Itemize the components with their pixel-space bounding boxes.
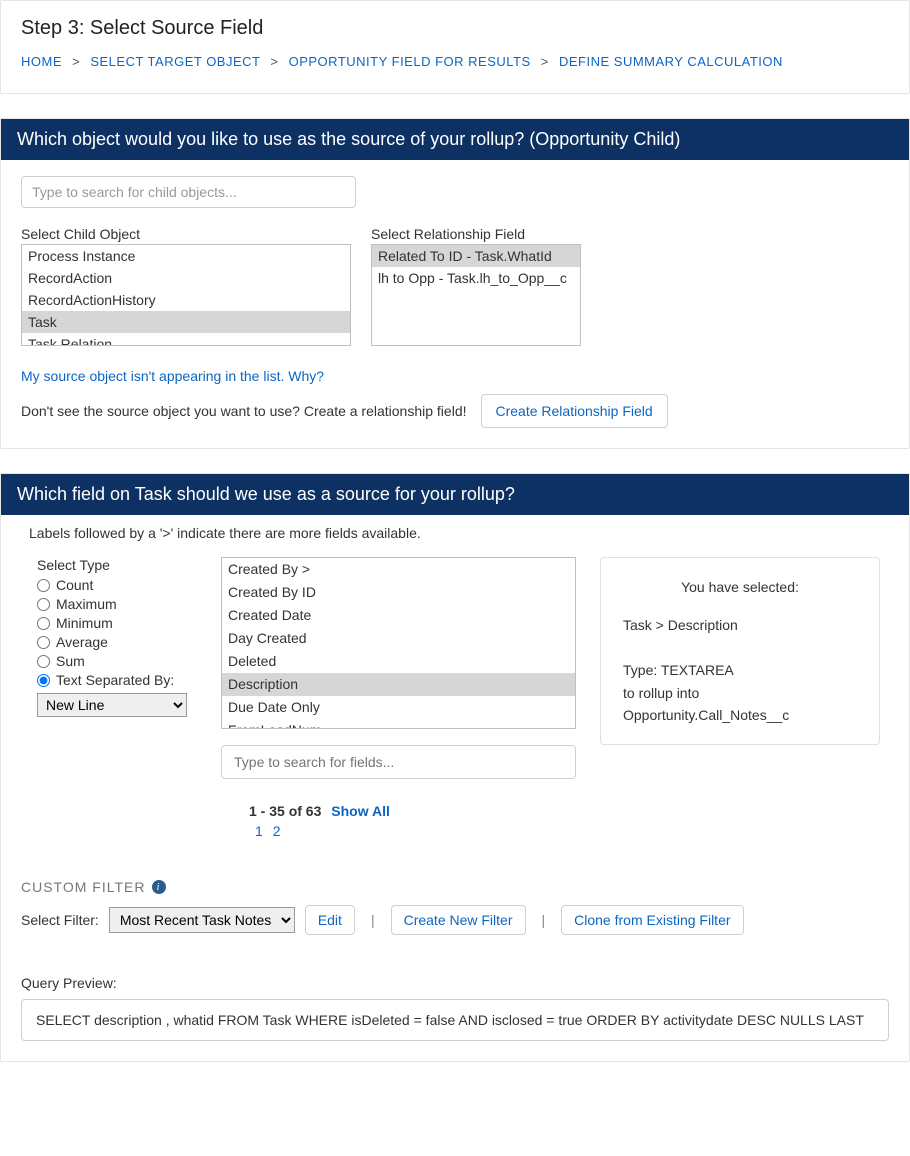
relationship-field-label: Select Relationship Field: [371, 226, 581, 242]
field-item[interactable]: Day Created: [222, 627, 575, 650]
breadcrumb-sep: >: [541, 54, 549, 69]
selection-summary-rollup: to rollup into: [623, 682, 857, 704]
selection-summary-box: You have selected: Task > Description Ty…: [600, 557, 880, 745]
type-max-row[interactable]: Maximum: [37, 596, 197, 612]
field-item[interactable]: Deleted: [222, 650, 575, 673]
text-separator-select[interactable]: New Line: [37, 693, 187, 717]
source-field-card: Which field on Task should we use as a s…: [0, 473, 910, 1062]
field-item[interactable]: FromLeadNum: [222, 719, 575, 729]
child-object-item[interactable]: RecordActionHistory: [22, 289, 350, 311]
child-object-item[interactable]: Process Instance: [22, 245, 350, 267]
type-count-label: Count: [56, 577, 93, 593]
section-bar-source-field: Which field on Task should we use as a s…: [1, 474, 909, 515]
selection-summary-type: Type: TEXTAREA: [623, 659, 857, 681]
filter-row: Select Filter: Most Recent Task Notes Ed…: [21, 905, 909, 935]
field-item[interactable]: Created By ID: [222, 581, 575, 604]
pager-showall-link[interactable]: Show All: [331, 803, 390, 819]
create-filter-button[interactable]: Create New Filter: [391, 905, 526, 935]
type-count-row[interactable]: Count: [37, 577, 197, 593]
why-not-appearing-link[interactable]: My source object isn't appearing in the …: [21, 368, 324, 384]
field-item[interactable]: Due Date Only: [222, 696, 575, 719]
select-filter-label: Select Filter:: [21, 912, 99, 928]
relationship-field-listbox[interactable]: Related To ID - Task.WhatId lh to Opp - …: [371, 244, 581, 346]
child-object-listbox[interactable]: Process Instance RecordAction RecordActi…: [21, 244, 351, 346]
info-icon[interactable]: i: [152, 880, 166, 894]
breadcrumb-target[interactable]: SELECT TARGET OBJECT: [90, 54, 260, 69]
field-item[interactable]: Created By >: [222, 558, 575, 581]
type-text-row[interactable]: Text Separated By:: [37, 672, 197, 688]
query-preview-box: SELECT description , whatid FROM Task WH…: [21, 999, 889, 1041]
type-max-label: Maximum: [56, 596, 117, 612]
selection-summary-heading: You have selected:: [623, 576, 857, 598]
child-object-item[interactable]: Task: [22, 311, 350, 333]
create-relationship-button[interactable]: Create Relationship Field: [481, 394, 668, 428]
field-column: Created By > Created By ID Created Date …: [221, 557, 576, 879]
child-object-search-input[interactable]: [21, 176, 356, 208]
child-object-label: Select Child Object: [21, 226, 351, 242]
header-card: Step 3: Select Source Field HOME > SELEC…: [0, 0, 910, 94]
selection-summary-path: Task > Description: [623, 614, 857, 636]
field-pager: 1 - 35 of 63 Show All 1 2: [249, 803, 576, 839]
create-rel-hint: Don't see the source object you want to …: [21, 403, 467, 419]
type-avg-label: Average: [56, 634, 108, 650]
type-min-label: Minimum: [56, 615, 113, 631]
breadcrumb-sep: >: [72, 54, 80, 69]
separator: |: [371, 912, 375, 928]
breadcrumb-define[interactable]: DEFINE SUMMARY CALCULATION: [559, 54, 783, 69]
field-item[interactable]: Created Date: [222, 604, 575, 627]
section-bar-source-object: Which object would you like to use as th…: [1, 119, 909, 160]
type-text-radio[interactable]: [37, 674, 50, 687]
pager-range: 1 - 35 of 63: [249, 803, 321, 819]
field-listbox[interactable]: Created By > Created By ID Created Date …: [221, 557, 576, 729]
step-title: Step 3: Select Source Field: [21, 17, 889, 40]
breadcrumb-home[interactable]: HOME: [21, 54, 62, 69]
type-sum-row[interactable]: Sum: [37, 653, 197, 669]
type-count-radio[interactable]: [37, 579, 50, 592]
pager-page-1[interactable]: 1: [255, 823, 263, 839]
source-field-note: Labels followed by a '>' indicate there …: [1, 515, 909, 541]
child-object-item[interactable]: Task Relation: [22, 333, 350, 346]
breadcrumb-opp-field[interactable]: OPPORTUNITY FIELD FOR RESULTS: [289, 54, 531, 69]
field-search-input[interactable]: [221, 745, 576, 779]
selection-summary-target: Opportunity.Call_Notes__c: [623, 704, 857, 726]
relationship-field-item[interactable]: lh to Opp - Task.lh_to_Opp__c: [372, 267, 580, 289]
type-avg-radio[interactable]: [37, 636, 50, 649]
select-type-group: Select Type Count Maximum Minimum Averag…: [37, 557, 197, 717]
custom-filter-heading: CUSTOM FILTER i: [21, 879, 909, 895]
clone-filter-button[interactable]: Clone from Existing Filter: [561, 905, 743, 935]
source-object-card: Which object would you like to use as th…: [0, 118, 910, 449]
custom-filter-title-text: CUSTOM FILTER: [21, 879, 146, 895]
select-type-label: Select Type: [37, 557, 197, 573]
separator: |: [542, 912, 546, 928]
type-min-radio[interactable]: [37, 617, 50, 630]
type-sum-label: Sum: [56, 653, 85, 669]
type-min-row[interactable]: Minimum: [37, 615, 197, 631]
filter-select[interactable]: Most Recent Task Notes: [109, 907, 295, 933]
type-avg-row[interactable]: Average: [37, 634, 197, 650]
relationship-field-item[interactable]: Related To ID - Task.WhatId: [372, 245, 580, 267]
edit-filter-button[interactable]: Edit: [305, 905, 355, 935]
breadcrumb: HOME > SELECT TARGET OBJECT > OPPORTUNIT…: [21, 54, 889, 69]
type-sum-radio[interactable]: [37, 655, 50, 668]
query-preview-label: Query Preview:: [21, 975, 909, 991]
type-max-radio[interactable]: [37, 598, 50, 611]
field-item[interactable]: Description: [222, 673, 575, 696]
breadcrumb-sep: >: [270, 54, 278, 69]
type-text-label: Text Separated By:: [56, 672, 174, 688]
pager-page-2[interactable]: 2: [273, 823, 281, 839]
child-object-item[interactable]: RecordAction: [22, 267, 350, 289]
